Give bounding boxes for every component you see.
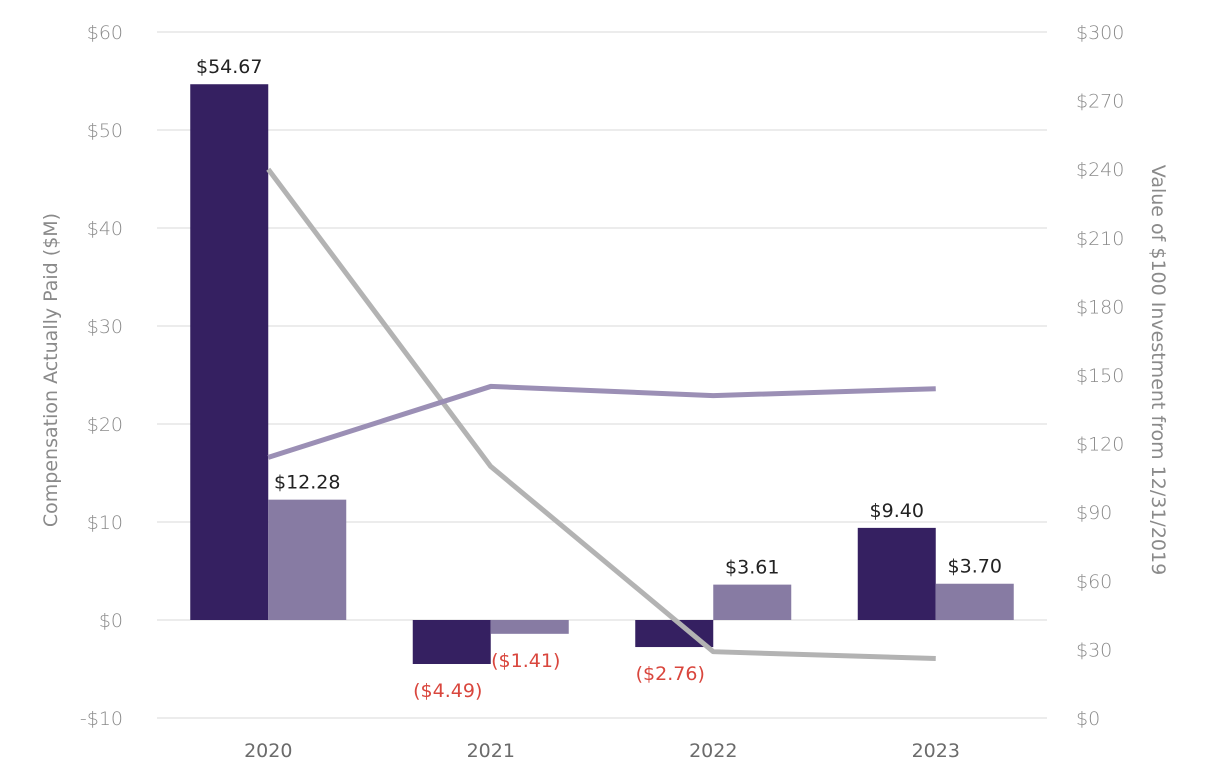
left-tick-label: $40 bbox=[87, 218, 123, 240]
right-tick-label: $180 bbox=[1076, 296, 1124, 318]
left-tick-label: $10 bbox=[87, 512, 123, 534]
right-tick-label: $270 bbox=[1076, 91, 1124, 113]
right-tick-label: $90 bbox=[1076, 502, 1112, 524]
left-tick-label: $20 bbox=[87, 414, 123, 436]
right-tick-label: $300 bbox=[1076, 22, 1124, 44]
left-tick-label: $50 bbox=[87, 120, 123, 142]
right-tick-label: $150 bbox=[1076, 365, 1124, 387]
left-tick-label: -$10 bbox=[80, 708, 123, 730]
line-series-1 bbox=[266, 167, 936, 662]
bar-2 bbox=[268, 499, 347, 620]
x-tick-label: 2020 bbox=[244, 740, 292, 760]
x-tick-label: 2021 bbox=[467, 740, 515, 760]
right-tick-label: $60 bbox=[1076, 571, 1112, 593]
bar-1 bbox=[412, 620, 491, 665]
left-tick-label: $0 bbox=[99, 610, 123, 632]
data-label: ($1.41) bbox=[491, 650, 560, 672]
data-label: $3.70 bbox=[948, 556, 1002, 578]
x-tick-label: 2022 bbox=[689, 740, 737, 760]
bar-2 bbox=[490, 620, 569, 634]
bar-2 bbox=[935, 583, 1014, 620]
left-axis-title: Compensation Actually Paid ($M) bbox=[40, 213, 62, 527]
data-label: $54.67 bbox=[196, 56, 262, 78]
left-tick-label: $60 bbox=[87, 22, 123, 44]
right-axis-title: Value of $100 Investment from 12/31/2019 bbox=[1147, 165, 1169, 575]
line-series-2 bbox=[267, 383, 936, 460]
bar-1 bbox=[190, 84, 269, 620]
data-label: ($4.49) bbox=[413, 680, 482, 702]
x-tick-label: 2023 bbox=[912, 740, 960, 760]
data-label: $9.40 bbox=[870, 500, 924, 522]
right-tick-label: $30 bbox=[1076, 639, 1112, 661]
right-tick-label: $0 bbox=[1076, 708, 1100, 730]
left-tick-label: $30 bbox=[87, 316, 123, 338]
bar-2 bbox=[713, 584, 792, 620]
right-tick-label: $240 bbox=[1076, 159, 1124, 181]
right-tick-label: $210 bbox=[1076, 228, 1124, 250]
data-label: $3.61 bbox=[725, 557, 779, 579]
data-label: ($2.76) bbox=[636, 663, 705, 685]
bar-1 bbox=[857, 527, 936, 620]
right-tick-label: $120 bbox=[1076, 434, 1124, 456]
data-label: $12.28 bbox=[274, 472, 340, 494]
